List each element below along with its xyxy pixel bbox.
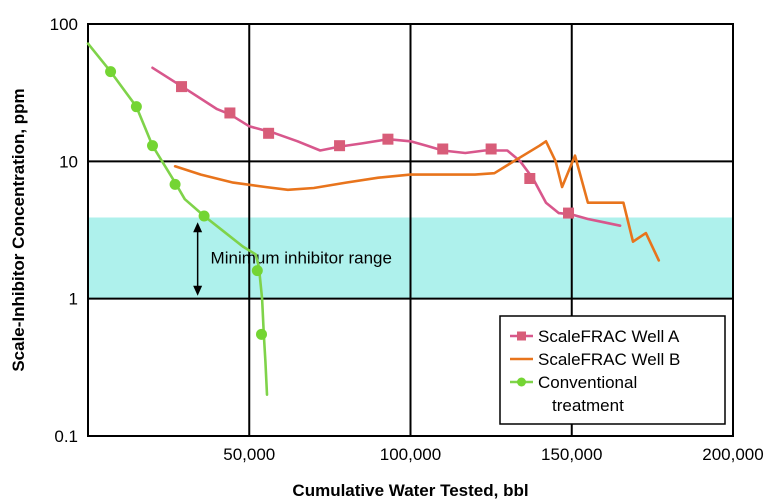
grid-layer xyxy=(88,24,733,436)
series-marker-scalefrac-well-a xyxy=(563,207,575,219)
minimum-inhibitor-range-label: Minimum inhibitor range xyxy=(211,248,392,267)
series-marker-conventional-treatment xyxy=(105,66,117,78)
y-tick-label: 10 xyxy=(59,152,78,171)
legend-box xyxy=(499,315,726,425)
series-marker-scalefrac-well-a xyxy=(263,127,275,139)
series-marker-conventional-treatment xyxy=(169,178,181,190)
series-marker-conventional-treatment xyxy=(147,140,158,152)
series-marker-scalefrac-well-a xyxy=(485,143,497,155)
legend-label-scalefrac-well-a: ScaleFRAC Well A xyxy=(538,327,680,346)
series-line-scalefrac-well-b xyxy=(173,140,661,262)
series-line-conventional-treatment xyxy=(86,42,269,396)
series-marker-scalefrac-well-a xyxy=(437,143,449,155)
series-layer xyxy=(86,42,661,396)
series-marker-scalefrac-well-a xyxy=(176,81,188,93)
y-tick-label: 1 xyxy=(69,290,78,309)
x-tick-label: 150,000 xyxy=(541,445,602,464)
x-tick-label: 50,000 xyxy=(223,445,275,464)
y-tick-label: 0.1 xyxy=(54,427,78,446)
series-marker-scalefrac-well-a xyxy=(382,133,394,145)
x-tick-label: 200,000 xyxy=(702,445,763,464)
legend: ScaleFRAC Well A ScaleFRAC Well B Conventi… xyxy=(499,315,726,425)
legend-label-scalefrac-well-b: ScaleFRAC Well B xyxy=(538,350,680,369)
series-marker-scalefrac-well-a xyxy=(334,140,346,152)
tick-label-layer: 50,000 100,000 150,000 200,000 0.1 1 10 100 xyxy=(50,15,764,464)
annotation-arrow-down-head xyxy=(193,285,203,296)
x-tick-label: 100,000 xyxy=(380,445,441,464)
legend-label-continuation: treatment xyxy=(552,396,624,415)
series-marker-conventional-treatment xyxy=(256,328,268,340)
legend-swatch-marker-conventional-treatment xyxy=(517,377,526,387)
y-axis-title: Scale-Inhibitor Concentration, ppm xyxy=(9,88,28,371)
legend-label-conventional-treatment: Conventional xyxy=(538,373,637,392)
series-line-scalefrac-well-a xyxy=(151,66,622,227)
x-axis-title: Cumulative Water Tested, bbl xyxy=(292,481,528,500)
series-marker-scalefrac-well-a xyxy=(224,107,236,119)
series-marker-scalefrac-well-a xyxy=(524,172,536,184)
legend-swatch-marker-scalefrac-well-a xyxy=(517,331,526,341)
series-marker-conventional-treatment xyxy=(198,210,210,222)
y-tick-label: 100 xyxy=(50,15,78,34)
series-marker-conventional-treatment xyxy=(130,101,142,113)
series-marker-conventional-treatment xyxy=(251,265,263,277)
plot-frame xyxy=(87,23,734,437)
annotation-arrow-up-head xyxy=(193,222,203,233)
